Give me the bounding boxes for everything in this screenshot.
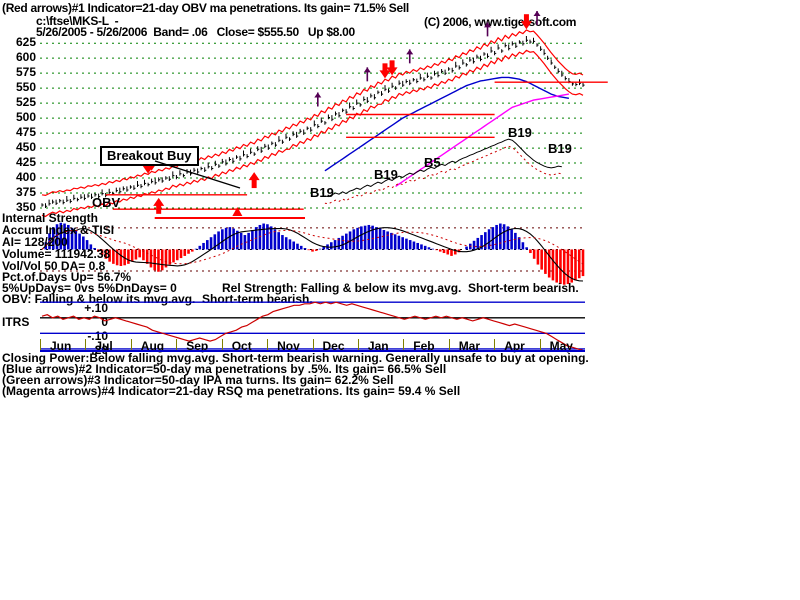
x-axis-tick bbox=[130, 339, 132, 350]
x-axis-month-label: Sep bbox=[186, 339, 209, 353]
axis-label: 400 bbox=[15, 170, 36, 184]
axis-label: 575 bbox=[15, 65, 36, 79]
x-axis-tick bbox=[403, 339, 405, 350]
accum-title-index-tisi: Accum Index & TISI bbox=[2, 223, 115, 237]
header-copyright: (C) 2006, www.tigersoft.com bbox=[424, 15, 577, 29]
axis-label: 550 bbox=[15, 80, 36, 94]
x-axis-tick bbox=[40, 339, 41, 350]
rel-strength-status: Rel Strength: Falling & below its mvg.av… bbox=[222, 281, 579, 295]
x-axis-tick bbox=[176, 339, 178, 350]
axis-label: 625 bbox=[15, 35, 36, 49]
x-axis-months: Jun Jul Aug Sep Oct Nov Dec Jan Feb Mar Apr May bbox=[40, 339, 585, 354]
footer-closing-power: Closing Power:Below falling mvg.avg. Sho… bbox=[2, 351, 589, 365]
axis-label: 425 bbox=[15, 155, 36, 169]
annotation-b19-1: B19 bbox=[310, 185, 334, 200]
footer-green-arrows: (Green arrows)#3 Indicator=50-day IPA ma… bbox=[2, 373, 394, 387]
accum-updays-dndays: 5%UpDays= 0vs 5%DnDays= 0 bbox=[2, 281, 177, 295]
breakout-buy-pointer bbox=[154, 160, 241, 189]
x-axis-tick bbox=[494, 339, 496, 350]
x-axis-month-label: Jul bbox=[95, 339, 113, 353]
annotation-b5: B5 bbox=[424, 155, 441, 170]
breakout-buy-callout: Breakout Buy bbox=[100, 146, 199, 166]
x-axis-tick bbox=[267, 339, 269, 350]
x-axis-month-label: Aug bbox=[140, 339, 165, 353]
header-file-path: c:\ftse\MKS-L - bbox=[36, 14, 119, 28]
x-axis-baseline bbox=[40, 350, 585, 352]
itrs-axis-label: +.10 bbox=[84, 301, 108, 315]
accum-volume-value: Volume= 111942.38 bbox=[2, 247, 111, 261]
annotation-b19-4: B19 bbox=[548, 141, 572, 156]
x-axis-month-label: May bbox=[549, 339, 573, 353]
x-axis-month-label: Jun bbox=[50, 339, 72, 353]
x-axis-month-label: Mar bbox=[458, 339, 481, 353]
x-axis-tick bbox=[312, 339, 314, 350]
annotation-b19-3: B19 bbox=[508, 125, 532, 140]
accum-ai-value: AI= 128/200 bbox=[2, 235, 68, 249]
x-axis-tick bbox=[539, 339, 541, 350]
axis-label: 375 bbox=[15, 185, 36, 199]
itrs-panel-label: ITRS bbox=[2, 315, 30, 329]
axis-label: 525 bbox=[15, 95, 36, 109]
x-axis-tick bbox=[85, 339, 87, 350]
x-axis-tick bbox=[357, 339, 359, 350]
axis-label: 350 bbox=[15, 200, 36, 214]
annotation-b19-2: B19 bbox=[374, 167, 398, 182]
x-axis-month-label: Feb bbox=[413, 339, 435, 353]
obv-panel-label: OBV bbox=[92, 195, 121, 210]
axis-label: 475 bbox=[15, 125, 36, 139]
axis-label: 500 bbox=[15, 110, 36, 124]
footer-blue-arrows: (Blue arrows)#2 Indicator=50-day ma pene… bbox=[2, 362, 447, 376]
itrs-axis-label: 0 bbox=[101, 315, 108, 329]
header-indicator-line: (Red arrows)#1 Indicator=21-day OBV ma p… bbox=[2, 1, 409, 15]
accum-volvol-value: Vol/Vol 50 DA= 0.8 bbox=[2, 259, 106, 273]
accum-index-plot bbox=[40, 207, 585, 285]
header-daterange: 5/26/2005 - 5/26/2006 Band= .06 Close= $… bbox=[36, 25, 355, 39]
accum-title-internal-strength: Internal Strength bbox=[2, 211, 99, 225]
x-axis-month-label: Apr bbox=[504, 339, 525, 353]
axis-label: 450 bbox=[15, 140, 36, 154]
footer-magenta-arrows: (Magenta arrows)#4 Indicator=21-day RSQ … bbox=[2, 384, 461, 398]
axis-label: 600 bbox=[15, 50, 36, 64]
x-axis-month-label: Jan bbox=[367, 339, 389, 353]
x-axis-tick bbox=[448, 339, 450, 350]
x-axis-month-label: Dec bbox=[322, 339, 345, 353]
accum-pct-days-up: Pct.of.Days Up= 56.7% bbox=[2, 270, 132, 284]
x-axis-month-label: Nov bbox=[277, 339, 300, 353]
price-axis: 625 600 575 550 525 500 475 450 425 400 … bbox=[0, 35, 36, 214]
x-axis-month-label: Oct bbox=[231, 339, 252, 353]
x-axis-tick bbox=[221, 339, 223, 350]
